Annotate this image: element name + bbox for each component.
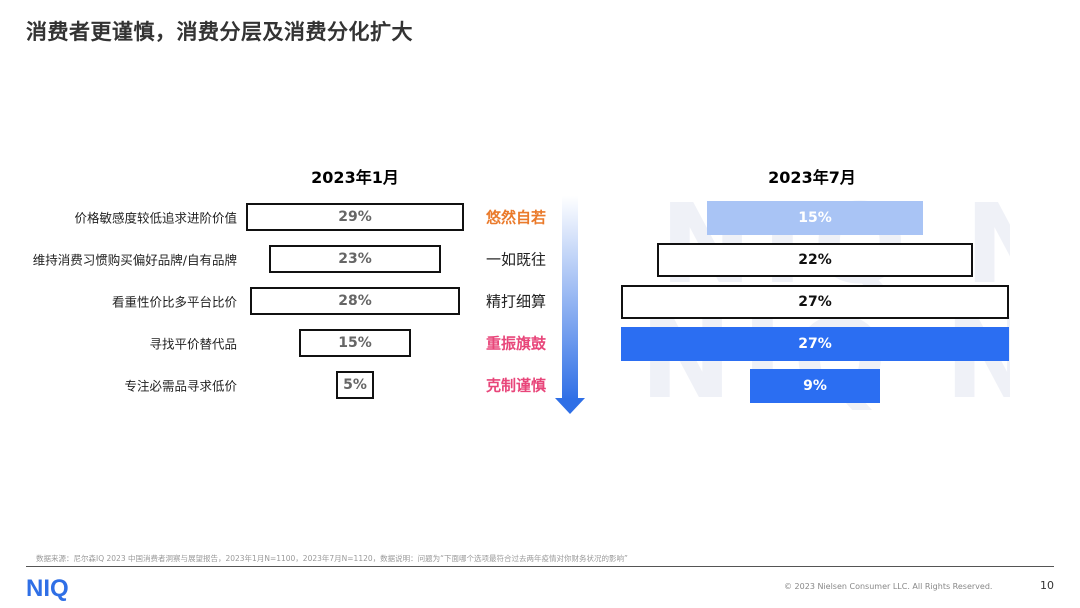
- stage-label: 精打细算: [486, 292, 547, 311]
- bar-jan: 29%: [246, 203, 464, 231]
- page-title: 消费者更谨慎，消费分层及消费分化扩大: [26, 20, 413, 44]
- stage-label: 重振旗鼓: [486, 334, 547, 353]
- bar-jan: 15%: [298, 329, 412, 357]
- bar-jul: 15%: [707, 201, 923, 235]
- bar-jan: 28%: [250, 287, 460, 315]
- down-arrow-icon: [555, 196, 585, 414]
- category-label: 专注必需品寻求低价: [124, 378, 237, 394]
- logo-text: NIQ: [26, 575, 69, 602]
- copyright: © 2023 Nielsen Consumer LLC. All Rights …: [784, 582, 993, 591]
- bar-jul: 27%: [620, 285, 1010, 319]
- series-title-jul: 2023年7月: [768, 168, 856, 187]
- stage-label: 悠然自若: [486, 208, 547, 227]
- bar-jan: 23%: [268, 245, 442, 273]
- category-label: 寻找平价替代品: [149, 336, 237, 352]
- niq-logo: NIQ: [26, 575, 69, 602]
- footnote: 数据来源：尼尔森IQ 2023 中国消费者洞察与展望报告，2023年1月N=11…: [36, 554, 628, 563]
- bar-jan: 5%: [336, 371, 374, 399]
- category-label: 维持消费习惯购买偏好品牌/自有品牌: [32, 252, 237, 268]
- category-label: 看重性价比多平台比价: [111, 294, 237, 310]
- stage-label: 一如既往: [486, 250, 547, 269]
- bar-jul: 9%: [750, 369, 880, 403]
- stage-label: 克制谨慎: [486, 376, 547, 395]
- page-number: 10: [1040, 579, 1054, 592]
- footer-divider: [26, 566, 1054, 567]
- bar-jul: 27%: [620, 327, 1010, 361]
- bar-jul: 22%: [656, 243, 974, 277]
- series-title-jan: 2023年1月: [311, 168, 399, 187]
- category-label: 价格敏感度较低追求进阶价值: [74, 210, 237, 226]
